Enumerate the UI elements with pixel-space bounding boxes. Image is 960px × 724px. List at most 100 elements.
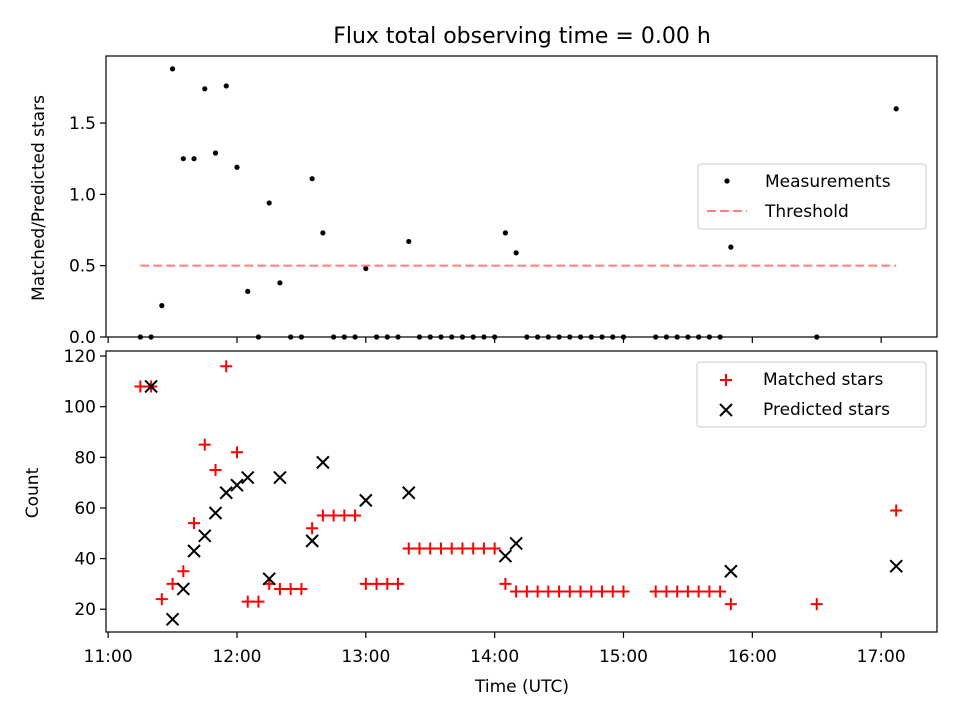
x-axis-label: Time (UTC) (474, 677, 569, 697)
predicted-star-point (262, 572, 276, 586)
matched-star-point (338, 509, 351, 522)
y-tick-label: 80 (74, 448, 96, 468)
matched-star-point (424, 542, 437, 555)
measurement-point (502, 230, 508, 236)
measurement-point (266, 200, 272, 206)
measurement-point (223, 83, 229, 89)
predicted-star-point (187, 544, 201, 558)
matched-star-point (381, 577, 394, 590)
legend-predicted-label: Predicted stars (763, 400, 890, 420)
matched-star-point (155, 593, 168, 606)
legend-matched-marker (720, 374, 732, 386)
measurement-point (169, 66, 176, 72)
matched-star-point (359, 577, 372, 590)
x-tick-label: 11:00 (84, 647, 133, 667)
matched-star-point (703, 585, 716, 598)
predicted-star-point (305, 534, 319, 548)
predicted-star-point (219, 486, 233, 500)
axes-frame (105, 350, 938, 633)
y-tick-label: 20 (74, 600, 96, 620)
legend-measurements-marker (724, 178, 730, 184)
predicted-star-point (402, 486, 416, 500)
matched-star-point (681, 585, 694, 598)
matched-star-point (252, 595, 265, 608)
y-tick-label: 0.5 (69, 257, 96, 277)
matched-star-point (671, 585, 684, 598)
bottom-panel: 20 40 60 80 100 120 11:00 12:00 13:00 14:00 15:00 1… (23, 347, 938, 697)
matched-star-point (392, 577, 405, 590)
matched-star-point (510, 585, 523, 598)
measurement-point (309, 176, 315, 182)
top-plot-area: 0.0 0.5 1.0 1.5 (69, 55, 938, 348)
matched-star-point (445, 542, 458, 555)
matched-star-point (499, 577, 512, 590)
y-tick-label: 60 (74, 499, 96, 519)
matched-star-point (606, 585, 619, 598)
legend-measurements-label: Measurements (765, 172, 891, 192)
measurement-point (245, 288, 251, 294)
measurement-point (212, 150, 219, 156)
measurement-point (191, 156, 197, 162)
predicted-star-point (144, 379, 158, 394)
measurement-point (180, 156, 186, 162)
matched-star-point (596, 585, 609, 598)
predicted-star-point (316, 455, 330, 470)
x-tick-label: 16:00 (728, 647, 777, 667)
predicted-star-point (165, 612, 180, 627)
matched-star-point (273, 582, 286, 595)
predicted-star-point (889, 559, 903, 573)
y-tick-label: 0.0 (69, 328, 96, 348)
matched-star-point (209, 463, 222, 476)
matched-star-point (714, 585, 727, 598)
matched-star-point (574, 585, 587, 598)
top-panel: Flux total observing time = 0.00 h 0.0 0.… (29, 24, 938, 348)
measurement-point (513, 250, 519, 256)
matched-star-point (553, 585, 566, 598)
y-tick-label: 100 (64, 398, 96, 418)
matched-star-point (166, 577, 179, 590)
matched-star-point (542, 585, 555, 598)
measurement-point (728, 244, 734, 250)
y-tick-label: 40 (74, 550, 96, 570)
bottom-y-axis-label: Count (23, 467, 43, 518)
matched-star-point (724, 598, 737, 611)
y-tick-label: 120 (64, 347, 96, 367)
x-tick-label: 12:00 (212, 647, 261, 667)
matched-star-point (520, 585, 533, 598)
chart-title: Flux total observing time = 0.00 h (333, 24, 711, 49)
x-tick-label: 14:00 (470, 647, 519, 667)
measurement-point (202, 86, 208, 92)
predicted-star-point (273, 470, 287, 485)
legend-matched-label: Matched stars (763, 370, 883, 390)
predicted-star-point (498, 549, 513, 563)
x-tick-label: 17:00 (857, 647, 906, 667)
matched-star-point (563, 585, 576, 598)
matched-star-point (230, 446, 243, 459)
top-y-axis-label: Matched/Predicted stars (29, 95, 49, 301)
matched-star-point (349, 509, 362, 522)
x-tick-label: 15:00 (599, 647, 648, 667)
matched-star-point (241, 595, 254, 608)
matched-star-point (692, 585, 705, 598)
matched-star-point (284, 582, 297, 595)
predicted-star-point (176, 582, 191, 596)
legend-threshold-label: Threshold (764, 202, 849, 222)
y-tick-label: 1.5 (69, 114, 96, 134)
matched-star-point (585, 585, 598, 598)
matched-star-point (649, 585, 662, 598)
matched-star-point (198, 438, 211, 451)
matched-star-point (327, 509, 340, 522)
matched-star-point (890, 504, 903, 517)
predicted-star-point (230, 478, 244, 492)
matched-star-point (306, 522, 319, 535)
measurement-point (320, 230, 326, 236)
predicted-star-point (359, 493, 373, 508)
axes-frame (105, 55, 938, 338)
matched-star-point (477, 542, 490, 555)
measurement-point (277, 280, 283, 286)
top-legend-box (697, 163, 927, 230)
matched-star-point (810, 598, 823, 611)
matched-star-point (370, 577, 383, 590)
measurement-point (363, 265, 369, 272)
